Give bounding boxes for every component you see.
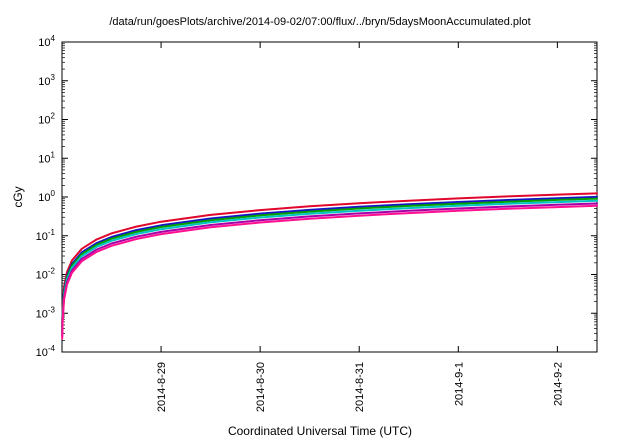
series-line-accumulated-dose-3: [61, 197, 598, 333]
y-tick-label: 100: [38, 189, 55, 204]
x-tick-label: 2014-9-2: [552, 362, 564, 406]
x-axis-label: Coordinated Universal Time (UTC): [227, 424, 413, 438]
x-tick-label: 2014-8-31: [354, 362, 366, 412]
y-tick-label: 104: [38, 34, 55, 49]
x-tick-label: 2014-9-1: [453, 362, 465, 406]
y-tick-label: 103: [38, 73, 55, 88]
y-tick-label: 101: [38, 150, 55, 165]
chart-title: /data/run/goesPlots/archive/2014-09-02/0…: [109, 16, 531, 28]
series-line-accumulated-dose-1: [61, 192, 598, 328]
x-tick-label: 2014-8-29: [156, 362, 168, 412]
series-line-accumulated-dose-6: [61, 204, 598, 340]
y-tick-label: 10-2: [36, 267, 56, 282]
x-tick-label: 2014-8-30: [255, 362, 267, 412]
series-line-accumulated-dose-5: [61, 202, 598, 338]
y-tick-label: 10-3: [36, 305, 56, 320]
y-tick-label: 10-4: [36, 344, 56, 359]
y-tick-label: 102: [38, 112, 55, 127]
y-tick-label: 10-1: [36, 228, 56, 243]
series-line-accumulated-dose-4: [61, 199, 598, 335]
